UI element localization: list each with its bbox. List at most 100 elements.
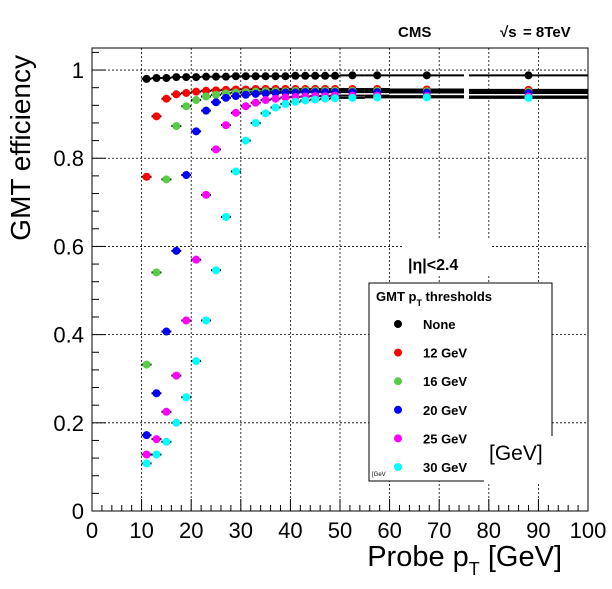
y-tick-label: 0.4 xyxy=(53,323,84,348)
data-point xyxy=(301,71,310,80)
data-point xyxy=(202,72,211,81)
series-30-gev xyxy=(141,93,588,468)
legend-label: 12 GeV xyxy=(423,346,467,361)
data-point xyxy=(212,266,220,275)
data-point xyxy=(221,121,230,130)
y-tick-label: 0.6 xyxy=(53,234,84,259)
data-point xyxy=(321,94,330,103)
data-point xyxy=(281,100,290,109)
data-point xyxy=(152,112,161,121)
data-point xyxy=(142,431,151,440)
data-point xyxy=(152,268,161,277)
data-point xyxy=(172,418,181,427)
data-point xyxy=(331,94,340,103)
data-point xyxy=(231,108,240,117)
data-point xyxy=(271,94,280,103)
data-point xyxy=(231,92,240,101)
data-point xyxy=(241,102,250,111)
data-point xyxy=(152,389,161,398)
x-tick-label: 40 xyxy=(278,518,302,543)
data-point xyxy=(152,450,161,459)
legend-marker xyxy=(394,434,402,443)
data-point xyxy=(251,72,260,81)
data-point xyxy=(524,71,533,80)
eta-label: |η|<2.4 xyxy=(408,257,458,274)
data-point xyxy=(172,90,181,99)
x-tick-label: 60 xyxy=(377,518,401,543)
data-point xyxy=(162,73,171,82)
data-point xyxy=(251,89,260,98)
legend-marker xyxy=(394,463,402,471)
x-tick-label: 20 xyxy=(179,518,203,543)
data-point xyxy=(192,255,201,264)
y-tick-label: 1 xyxy=(72,58,84,83)
data-point xyxy=(271,103,280,112)
data-point xyxy=(291,97,300,106)
y-tick-label: 0.2 xyxy=(53,411,84,436)
data-point xyxy=(182,88,191,97)
x-tick-label: 0 xyxy=(86,518,98,543)
data-series xyxy=(141,71,588,468)
data-point xyxy=(261,96,270,105)
x-tick-label: 90 xyxy=(526,518,550,543)
data-point xyxy=(182,316,191,325)
data-point xyxy=(202,190,211,199)
data-point xyxy=(331,71,340,80)
data-point xyxy=(422,93,431,102)
data-point xyxy=(162,327,171,336)
data-point xyxy=(212,145,220,154)
data-point xyxy=(162,175,171,184)
data-point xyxy=(281,93,290,102)
data-point xyxy=(348,71,357,80)
data-point xyxy=(271,88,280,97)
data-point xyxy=(231,72,240,81)
axis-ticks: 0 10 20 30 40 50 60 70 80 90 100 0 0.2 0.4 0.6 0.8 1 xyxy=(53,51,606,543)
series-none xyxy=(141,71,588,83)
data-point xyxy=(251,118,260,127)
legend-marker xyxy=(394,377,402,386)
data-point xyxy=(152,435,161,444)
legend-title-rest: thresholds xyxy=(422,289,492,304)
data-point xyxy=(202,92,211,101)
data-point xyxy=(311,71,320,80)
data-point xyxy=(192,73,201,82)
data-point xyxy=(212,98,220,107)
data-point xyxy=(152,73,161,82)
x-tick-label: 70 xyxy=(427,518,451,543)
y-tick-label: 0 xyxy=(72,499,84,524)
data-point xyxy=(373,93,382,102)
legend-marker xyxy=(394,348,402,357)
energy-label-prefix: √s xyxy=(500,24,517,41)
y-tick-label: 0.8 xyxy=(53,146,84,171)
data-point xyxy=(221,212,230,221)
x-tick-label: 50 xyxy=(328,518,352,543)
data-point xyxy=(348,93,357,102)
legend-label: 30 GeV xyxy=(423,460,467,475)
data-point xyxy=(142,172,151,181)
data-point xyxy=(192,87,201,96)
data-point xyxy=(182,73,191,82)
data-point xyxy=(241,72,250,81)
data-point xyxy=(202,316,211,325)
data-point xyxy=(212,72,220,81)
data-point xyxy=(182,102,191,111)
data-point xyxy=(373,71,382,80)
data-point xyxy=(172,73,181,82)
data-point xyxy=(261,72,270,81)
data-point xyxy=(172,246,181,255)
data-point xyxy=(142,360,151,369)
data-point xyxy=(422,71,431,80)
data-point xyxy=(261,109,270,118)
legend-title-main: GMT p xyxy=(376,289,416,304)
data-point xyxy=(162,407,171,416)
data-point xyxy=(524,93,533,102)
data-point xyxy=(241,90,250,99)
data-point xyxy=(172,371,181,380)
data-point xyxy=(251,98,260,107)
legend-entries: None 12 GeV 16 GeV 20 GeV 25 GeV 30 GeV xyxy=(394,317,467,475)
data-point xyxy=(172,122,181,131)
stray-gev-background xyxy=(484,436,586,484)
eta-label-background xyxy=(404,240,490,274)
data-point xyxy=(162,94,171,103)
